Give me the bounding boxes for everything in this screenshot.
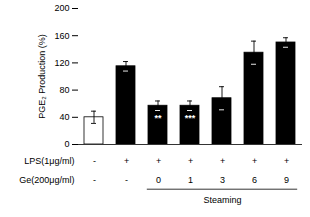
svg-text:1: 1 bbox=[188, 175, 193, 185]
svg-text:40: 40 bbox=[59, 112, 69, 122]
svg-text:+: + bbox=[124, 156, 129, 166]
svg-text:Steaming: Steaming bbox=[203, 195, 241, 205]
svg-text:Ge(200μg/ml): Ge(200μg/ml) bbox=[19, 175, 74, 185]
svg-text:-: - bbox=[93, 156, 96, 166]
svg-text:PGE₂ Production (%): PGE₂ Production (%) bbox=[37, 34, 47, 119]
svg-text:LPS(1μg/ml): LPS(1μg/ml) bbox=[24, 156, 74, 166]
svg-text:3: 3 bbox=[220, 175, 225, 185]
svg-text:160: 160 bbox=[54, 31, 69, 41]
svg-text:0: 0 bbox=[64, 139, 69, 147]
svg-text:**: ** bbox=[154, 113, 162, 123]
svg-text:+: + bbox=[156, 156, 161, 166]
svg-text:+: + bbox=[220, 156, 225, 166]
svg-text:80: 80 bbox=[59, 85, 69, 95]
svg-text:6: 6 bbox=[252, 175, 257, 185]
svg-text:+: + bbox=[252, 156, 257, 166]
svg-text:0: 0 bbox=[156, 175, 161, 185]
svg-text:120: 120 bbox=[54, 58, 69, 68]
svg-text:200: 200 bbox=[54, 3, 69, 13]
svg-text:+: + bbox=[284, 156, 289, 166]
svg-text:-: - bbox=[125, 175, 128, 185]
svg-text:+: + bbox=[188, 156, 193, 166]
svg-text:9: 9 bbox=[284, 175, 289, 185]
svg-text:-: - bbox=[93, 175, 96, 185]
svg-text:***: *** bbox=[185, 113, 196, 123]
